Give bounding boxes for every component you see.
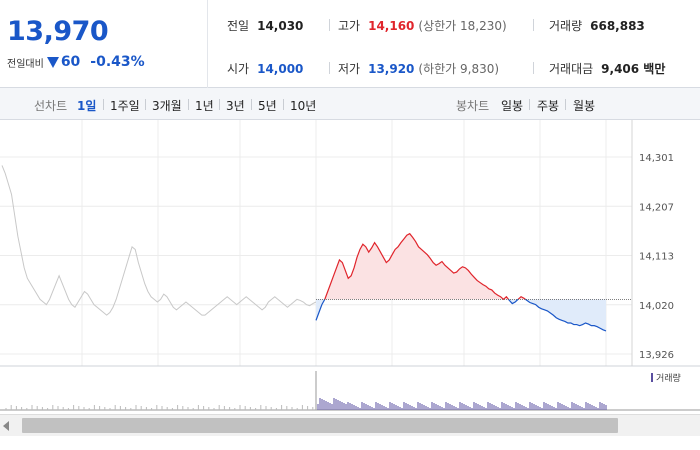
tab-1-day[interactable]: 1일 [77,99,97,113]
tab-divider [283,99,284,110]
tab-divider [529,99,530,110]
volume-legend-label: 거래량 [656,372,681,384]
tab-weekly-candle[interactable]: 주봉 [537,99,560,113]
stat-upper-limit: (상한가 18,230) [418,19,507,33]
stat-low: 저가 13,920 (하한가 9,830) [338,60,499,77]
chart-tab-bar: 선차트 1일 1주일 3개월 1년 3년 5년 10년 봉차트 일봉 주봉 월봉 [0,88,700,120]
chart-scrollbar[interactable] [0,414,700,436]
today-price-line [525,298,607,332]
tab-3-months[interactable]: 3개월 [152,99,182,113]
stat-high: 고가 14,160 (상한가 18,230) [338,17,507,34]
today-price-line [324,232,509,301]
price-below-baseline-area [316,299,606,331]
stat-prev-close-value: 14,030 [257,19,304,33]
tab-1-year[interactable]: 1년 [195,99,214,113]
change-row: 전일대비 60 -0.43% [7,54,145,70]
quote-panel: 13,970 전일대비 60 -0.43% 전일 14,030 고가 14,16… [0,0,700,88]
today-price-line [517,296,526,300]
tab-divider [219,99,220,110]
change-percent: -0.43% [90,54,145,70]
stat-amount: 거래대금 9,406 백만 [549,60,665,77]
stat-divider [329,62,330,74]
tab-daily-candle[interactable]: 일봉 [501,99,524,113]
tab-divider [103,99,104,110]
y-tick-label: 14,020 [639,301,674,312]
stat-divider [533,62,534,74]
stat-divider [329,19,330,31]
candle-chart-heading: 봉차트 [456,99,490,113]
y-tick-label: 14,301 [639,153,674,164]
price-chart[interactable]: 14,301 14,207 14,113 14,020 13,926 거래량 [0,120,700,414]
stat-open: 시가 14,000 [227,60,303,77]
price-panel: 13,970 전일대비 60 -0.43% [0,0,208,88]
stat-low-value: 13,920 [368,62,415,76]
y-tick-label: 14,207 [639,202,674,213]
current-price: 13,970 [7,16,109,47]
tab-3-years[interactable]: 3년 [226,99,245,113]
stat-volume-value: 668,883 [590,19,645,33]
stat-amount-label: 거래대금 [549,62,594,76]
stat-high-label: 고가 [338,19,361,33]
stat-volume: 거래량 668,883 [549,17,645,34]
tab-divider [145,99,146,110]
tab-divider [188,99,189,110]
today-price-line [315,299,326,321]
change-value: 60 [60,54,81,70]
stat-high-value: 14,160 [368,19,415,33]
stat-low-label: 저가 [338,62,361,76]
tab-divider [251,99,252,110]
stat-lower-limit: (하한가 9,830) [418,62,500,76]
down-triangle-icon [46,56,59,68]
stat-open-value: 14,000 [257,62,304,76]
line-chart-heading: 선차트 [34,99,68,113]
stat-prev-close: 전일 14,030 [227,17,303,34]
tab-1-week[interactable]: 1주일 [110,99,140,113]
price-above-baseline-area [316,233,606,300]
stat-open-label: 시가 [227,62,250,76]
tab-5-years[interactable]: 5년 [258,99,277,113]
y-tick-label: 13,926 [639,350,674,361]
tab-10-years[interactable]: 10년 [290,99,317,113]
stat-volume-label: 거래량 [549,19,583,33]
change-label: 전일대비 [7,58,44,70]
today-price-line [508,298,519,305]
scroll-thumb[interactable] [22,418,618,433]
scroll-left-arrow-icon[interactable] [3,421,9,431]
y-tick-label: 14,113 [639,252,674,263]
history-price-line [1,165,317,316]
stat-divider [533,19,534,31]
tab-divider [565,99,566,110]
stat-amount-value: 9,406 백만 [601,62,666,76]
stat-prev-close-label: 전일 [227,19,250,33]
volume-legend-swatch [651,373,653,382]
tab-monthly-candle[interactable]: 월봉 [573,99,596,113]
